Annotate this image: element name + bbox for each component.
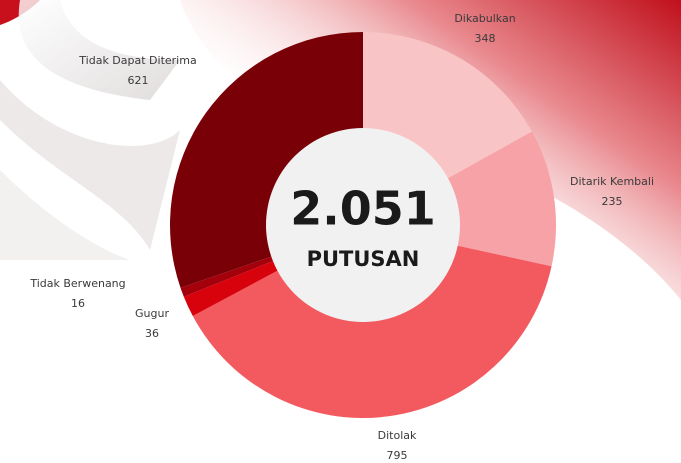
segment-value: 36 [145,327,159,340]
segment-value: 795 [387,449,408,462]
segment-value: 16 [71,297,85,310]
infographic: 2.051 PUTUSAN Dikabulkan 348 Ditarik Kemba… [0,0,681,463]
segment-label: Gugur [135,307,169,320]
segment-label: Ditolak [378,429,417,442]
segment-label: Dikabulkan [454,12,515,25]
center-title: 2.051 [290,182,436,236]
segment-value: 621 [128,74,149,87]
segment-value: 235 [602,195,623,208]
segment-label: Ditarik Kembali [570,175,654,188]
segment-value: 348 [475,32,496,45]
center-subtitle: PUTUSAN [307,247,420,271]
segment-label: Tidak Dapat Diterima [78,54,196,67]
segment-label: Tidak Berwenang [29,277,125,290]
